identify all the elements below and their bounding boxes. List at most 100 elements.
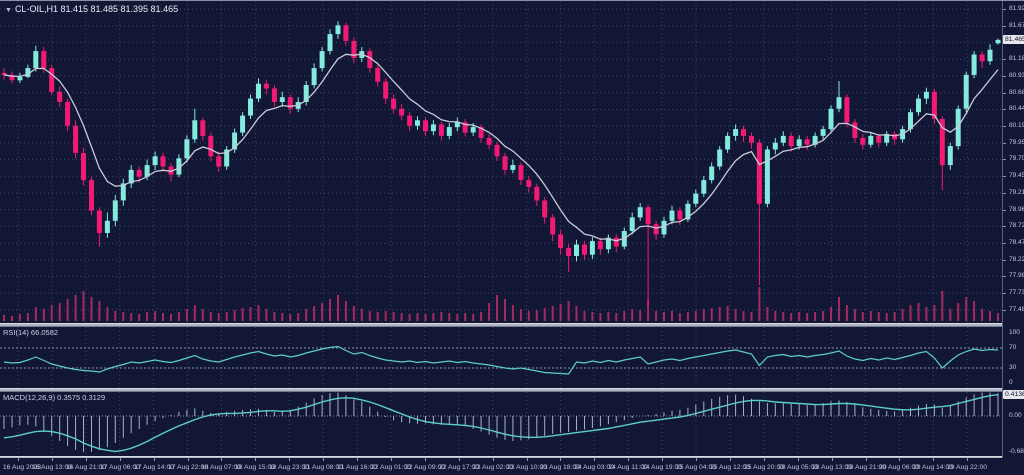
rsi-tick-label: 0 [1009,379,1013,386]
time-tick-label: 29 Aug 22:00 [946,464,988,471]
price-tick-label: 80.440 [1009,105,1024,112]
price-tick-mark [1003,76,1006,77]
time-tick-mark [933,458,934,461]
time-tick-mark [628,458,629,461]
price-tick-label: 78.720 [1009,222,1024,229]
price-tick-label: 79.210 [1009,189,1024,196]
rsi-panel[interactable]: RSI(14) 66.0582 [0,327,1002,388]
price-tick-label: 78.470 [1009,239,1024,246]
time-tick-mark [154,458,155,461]
price-tick-label: 80.195 [1009,122,1024,129]
time-tick-mark [221,458,222,461]
price-tick-mark [1003,93,1006,94]
time-axis[interactable]: 16 Aug 2023 16 Aug 13:00 16 Aug 21:00 17 Au… [0,458,1024,475]
time-tick-mark [696,458,697,461]
macd-indicator-label: MACD(12,26,9) 0.3575 0.3129 [3,393,106,402]
price-tick-mark [1003,143,1006,144]
collapse-triangle-icon[interactable]: ▼ [5,7,12,14]
time-tick-label: 18 Aug 07:00 [200,464,242,471]
time-tick-mark [493,458,494,461]
time-tick-label: 17 Aug 22:00 [167,464,209,471]
price-tick-mark [1003,193,1006,194]
price-tick-label: 77.735 [1009,289,1024,296]
price-tick-mark [1003,176,1006,177]
bottom-frame-line [0,456,1024,458]
time-tick-label: 23 Aug 18:00 [539,464,581,471]
macd-tick-label: 0.00 [1009,412,1022,419]
time-tick-mark [764,458,765,461]
time-tick-label: 25 Aug 04:00 [675,464,717,471]
time-tick-mark [357,458,358,461]
time-tick-label: 21 Aug 08:00 [302,464,344,471]
time-tick-mark [425,458,426,461]
panel-splitter-rsi[interactable] [0,323,1024,327]
price-tick-mark [1003,159,1006,160]
time-tick-mark [120,458,121,461]
price-tick-mark [1003,260,1006,261]
time-tick-label: 24 Aug 19:00 [641,464,683,471]
time-tick-label: 23 Aug 10:00 [506,464,548,471]
time-tick-label: 29 Aug 06:00 [878,464,920,471]
time-tick-mark [560,458,561,461]
chart-title: ▼ CL-OIL,H1 81.415 81.485 81.395 81.465 [5,4,178,16]
time-tick-mark [832,458,833,461]
price-chart-panel[interactable]: ▼ CL-OIL,H1 81.415 81.485 81.395 81.465 [0,1,1002,323]
rsi-tick-label: 70 [1009,344,1017,351]
time-tick-mark [52,458,53,461]
price-tick-mark [1003,109,1006,110]
panel-splitter-macd[interactable] [0,388,1024,392]
time-tick-label: 21 Aug 16:00 [336,464,378,471]
time-tick-label: 22 Aug 09:00 [404,464,446,471]
price-tick-mark [1003,276,1006,277]
time-tick-mark [730,458,731,461]
price-tick-label: 78.225 [1009,256,1024,263]
time-tick-label: 25 Aug 12:00 [709,464,751,471]
ohlc-values: 81.415 81.485 81.395 81.465 [60,4,179,14]
time-tick-mark [866,458,867,461]
time-tick-label: 24 Aug 11:00 [608,464,648,471]
price-tick-label: 77.980 [1009,272,1024,279]
time-tick-mark [86,458,87,461]
price-tick-label: 81.920 [1009,5,1024,12]
price-tick-label: 79.950 [1009,139,1024,146]
symbol-timeframe-label: CL-OIL,H1 [14,4,58,14]
time-tick-label: 18 Aug 23:00 [268,464,310,471]
price-tick-label: 78.965 [1009,206,1024,213]
time-tick-mark [899,458,900,461]
time-tick-label: 28 Aug 05:00 [777,464,819,471]
time-tick-mark [798,458,799,461]
price-tick-mark [1003,9,1006,10]
macd-chart [0,392,1002,456]
time-tick-label: 17 Aug 14:00 [133,464,175,471]
macd-value-badge: 0.4136 [1003,390,1024,399]
price-tick-mark [1003,210,1006,211]
time-tick-label: 28 Aug 13:00 [811,464,853,471]
price-tick-label: 80.685 [1009,89,1024,96]
current-price-badge: 81.465 [1003,35,1024,44]
price-tick-mark [1003,26,1006,27]
candlestick-chart [0,1,1002,323]
price-tick-mark [1003,126,1006,127]
time-tick-label: 22 Aug 17:00 [438,464,480,471]
time-tick-mark [255,458,256,461]
price-tick-label: 81.180 [1009,55,1024,62]
axis-frame-line [1002,1,1003,458]
price-tick-label: 80.935 [1009,72,1024,79]
price-axis[interactable]: 81.92081.67081.42581.18080.93580.68580.4… [1003,1,1024,458]
time-tick-mark [391,458,392,461]
price-tick-mark [1003,59,1006,60]
time-tick-mark [188,458,189,461]
price-tick-label: 77.485 [1009,306,1024,313]
time-tick-mark [323,458,324,461]
time-tick-label: 18 Aug 15:00 [234,464,276,471]
macd-panel[interactable]: MACD(12,26,9) 0.3575 0.3129 [0,392,1002,456]
macd-tick-label: -0.688 [1009,448,1024,455]
time-tick-label: 29 Aug 14:00 [912,464,954,471]
price-tick-label: 81.670 [1009,22,1024,29]
price-tick-mark [1003,310,1006,311]
time-tick-label: 22 Aug 01:00 [370,464,412,471]
rsi-chart [0,327,1002,388]
time-tick-mark [459,458,460,461]
price-tick-label: 79.455 [1009,172,1024,179]
